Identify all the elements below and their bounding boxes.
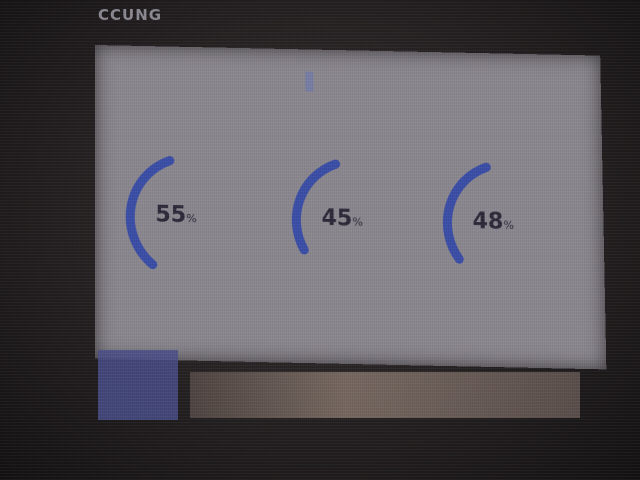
display-screen: 55% 45% 48% bbox=[95, 45, 606, 369]
gauge-2-value: 45 bbox=[321, 206, 352, 232]
gauge-3-readout: 48% bbox=[472, 209, 583, 237]
gauge-3-unit: % bbox=[503, 219, 514, 232]
gauge-1-readout: 55% bbox=[155, 202, 266, 230]
gauge-2[interactable]: 45% bbox=[281, 144, 434, 299]
lower-panel bbox=[90, 350, 590, 420]
gauge-3-value: 48 bbox=[472, 209, 503, 235]
device-brand-label: CCUNG bbox=[98, 6, 162, 24]
gauge-1[interactable]: 55% bbox=[115, 141, 267, 296]
gauge-2-unit: % bbox=[352, 215, 363, 228]
gauge-1-unit: % bbox=[186, 212, 197, 225]
gauge-2-readout: 45% bbox=[321, 206, 432, 234]
gauge-3[interactable]: 48% bbox=[431, 147, 585, 302]
status-indicator bbox=[305, 71, 313, 91]
lower-strip bbox=[190, 372, 580, 418]
lower-tile-blue[interactable] bbox=[98, 350, 178, 420]
gauge-1-value: 55 bbox=[155, 202, 186, 228]
